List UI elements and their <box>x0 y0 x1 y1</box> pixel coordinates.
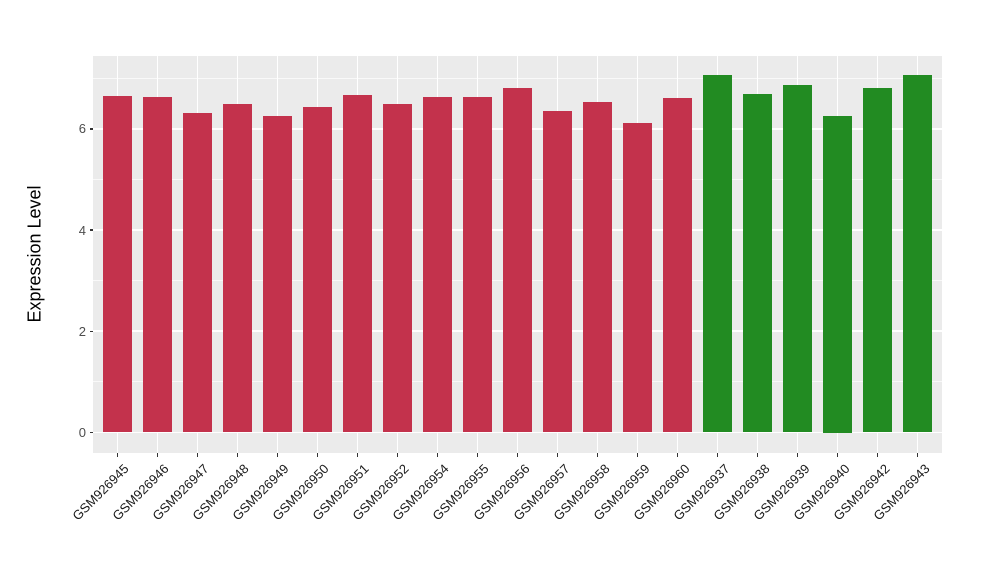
y-tick-label: 0 <box>78 425 86 440</box>
x-tick-mark <box>196 453 199 457</box>
x-tick-mark <box>836 453 839 457</box>
x-tick-mark <box>316 453 319 457</box>
x-tick-mark <box>236 453 239 457</box>
bar <box>383 103 412 433</box>
x-tick-mark <box>916 453 919 457</box>
bar <box>543 110 572 433</box>
x-tick-mark <box>156 453 159 457</box>
y-tick-mark <box>89 431 93 434</box>
x-tick-mark <box>276 453 279 457</box>
x-tick-mark <box>556 453 559 457</box>
bar <box>823 116 852 433</box>
y-tick-label: 4 <box>78 222 86 238</box>
y-tick-mark <box>89 330 93 333</box>
x-tick-mark <box>596 453 599 457</box>
plot-panel <box>93 56 942 453</box>
bar <box>863 88 892 433</box>
bar <box>343 94 372 433</box>
bar <box>783 85 812 433</box>
bar <box>263 115 292 433</box>
y-tick-mark <box>89 229 93 231</box>
bar <box>303 107 332 433</box>
x-tick-mark <box>356 453 359 457</box>
y-tick-mark <box>89 128 93 130</box>
bar <box>503 88 532 433</box>
bar <box>423 96 452 433</box>
bar <box>703 75 732 433</box>
bar <box>583 102 612 433</box>
x-tick-mark <box>436 453 439 457</box>
x-tick-mark <box>396 453 399 457</box>
x-tick-mark <box>516 453 519 457</box>
x-tick-mark <box>676 453 679 457</box>
y-axis-title: Expression Level <box>24 185 45 323</box>
bar <box>103 96 132 433</box>
y-tick-label: 2 <box>78 323 86 339</box>
bar <box>463 96 492 433</box>
bar <box>743 93 772 433</box>
x-tick-mark <box>116 453 119 457</box>
bar <box>223 103 252 433</box>
x-tick-mark <box>476 453 479 457</box>
x-tick-mark <box>876 453 879 457</box>
bar <box>903 75 932 433</box>
y-tick-label: 6 <box>78 121 86 137</box>
bar <box>623 123 652 433</box>
x-tick-mark <box>716 453 719 457</box>
bar <box>183 113 212 433</box>
bar <box>663 98 692 433</box>
x-tick-mark <box>796 453 799 457</box>
x-tick-mark <box>756 453 759 457</box>
x-tick-mark <box>636 453 639 457</box>
bar <box>143 97 172 433</box>
